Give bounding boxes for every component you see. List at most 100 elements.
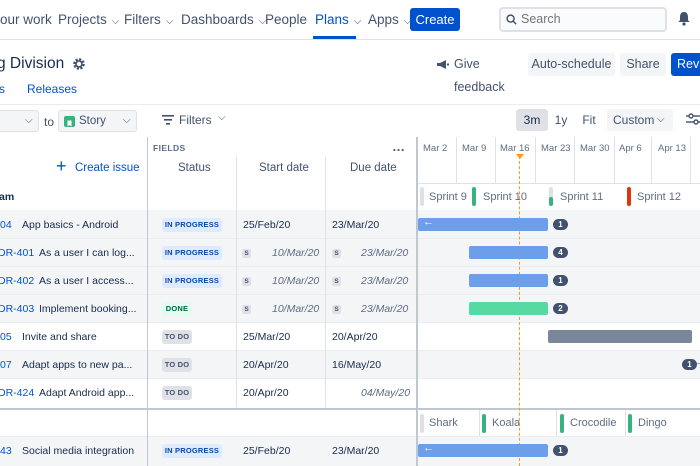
- start-date[interactable]: 10/Mar/20: [272, 275, 320, 287]
- issue-key[interactable]: DR-424: [0, 387, 35, 399]
- hierarchy-to-label: to: [44, 115, 55, 129]
- due-date[interactable]: 23/Mar/20: [332, 219, 380, 231]
- gear-icon[interactable]: [72, 57, 86, 71]
- due-date[interactable]: 16/May/20: [332, 359, 382, 371]
- due-date[interactable]: 20/Apr/20: [332, 331, 378, 343]
- start-date[interactable]: 25/Feb/20: [243, 219, 291, 231]
- nav-filters[interactable]: Filters ⌵: [124, 12, 173, 27]
- issue-title[interactable]: Invite and share: [22, 331, 97, 343]
- due-date[interactable]: 23/Mar/20: [361, 247, 409, 259]
- search-field[interactable]: [499, 7, 667, 32]
- sprint-label: Sprint 11: [560, 191, 604, 203]
- due-date[interactable]: 23/Mar/20: [332, 445, 380, 457]
- arrow-right-icon: →: [695, 356, 700, 368]
- schedule-bar[interactable]: [469, 302, 548, 315]
- due-date[interactable]: 23/Mar/20: [361, 303, 409, 315]
- hierarchy-to-select[interactable]: Story ⌵: [58, 110, 137, 132]
- range-3m-button[interactable]: 3m: [516, 109, 548, 131]
- row-divider: [0, 294, 700, 295]
- row-divider: [0, 238, 700, 239]
- issue-key[interactable]: 04: [0, 219, 12, 231]
- issue-title[interactable]: Implement booking...: [39, 303, 137, 315]
- notifications-bell-icon[interactable]: [677, 11, 691, 26]
- tab-timeline[interactable]: s: [0, 82, 5, 96]
- column-due-date[interactable]: Due date: [350, 162, 397, 174]
- sprint-badge: S: [242, 305, 251, 314]
- start-date[interactable]: 10/Mar/20: [272, 303, 320, 315]
- chevron-down-icon: ⌵: [218, 112, 226, 123]
- column-start-date[interactable]: Start date: [259, 162, 309, 174]
- top-navigation: our work Projects ⌵ Filters ⌵ Dashboards ⌵ …: [0, 0, 700, 40]
- status-lozenge[interactable]: IN PROGRESS: [162, 218, 222, 232]
- story-icon: [64, 116, 75, 127]
- schedule-bar[interactable]: [548, 330, 692, 343]
- status-lozenge[interactable]: DONE: [162, 302, 192, 316]
- start-date[interactable]: 20/Apr/20: [243, 387, 289, 399]
- give-feedback-button[interactable]: Give feedback: [436, 53, 524, 94]
- issue-title[interactable]: Adapt apps to new pa...: [22, 359, 133, 371]
- due-date[interactable]: 23/Mar/20: [361, 275, 409, 287]
- nav-projects[interactable]: Projects ⌵: [58, 12, 119, 27]
- tab-releases[interactable]: Releases: [27, 82, 78, 96]
- status-lozenge[interactable]: IN PROGRESS: [162, 444, 222, 458]
- status-lozenge[interactable]: IN PROGRESS: [162, 274, 222, 288]
- issue-key[interactable]: DR-401: [0, 247, 35, 259]
- start-date[interactable]: 25/Feb/20: [243, 445, 291, 457]
- more-options-icon[interactable]: …: [392, 139, 406, 154]
- row-background: [0, 294, 700, 322]
- issue-title[interactable]: Social media integration: [22, 445, 135, 457]
- nav-plans[interactable]: Plans ⌵: [315, 12, 361, 27]
- issue-key[interactable]: 43: [0, 445, 12, 457]
- review-changes-button[interactable]: Revi: [671, 53, 700, 76]
- nav-apps-label: Apps: [368, 12, 399, 27]
- schedule-bar[interactable]: ←: [418, 442, 548, 457]
- nav-people[interactable]: People: [265, 12, 308, 27]
- view-settings-icon[interactable]: [686, 113, 700, 125]
- timeline-header-divider: [418, 183, 700, 184]
- start-date[interactable]: 20/Apr/20: [243, 359, 289, 371]
- nav-filters-label: Filters: [124, 12, 161, 27]
- issue-key[interactable]: DR-403: [0, 303, 35, 315]
- status-lozenge[interactable]: TO DO: [162, 330, 192, 344]
- range-1y-button[interactable]: 1y: [554, 113, 568, 127]
- week-gridline: [535, 137, 536, 184]
- issue-title[interactable]: As a user I access...: [39, 275, 134, 287]
- nav-apps[interactable]: Apps ⌵: [368, 12, 411, 27]
- sprint-label: Sprint 9: [429, 191, 467, 203]
- start-date[interactable]: 25/Mar/20: [243, 331, 291, 343]
- nav-your-work[interactable]: our work: [0, 12, 52, 27]
- row-background: [0, 266, 700, 294]
- team-divider: [556, 410, 557, 436]
- chevron-down-icon: ⌵: [123, 115, 131, 126]
- row-divider: [0, 436, 700, 437]
- status-lozenge[interactable]: IN PROGRESS: [162, 246, 222, 260]
- issue-title[interactable]: Adapt Android app...: [39, 387, 135, 399]
- due-date[interactable]: 04/May/20: [361, 387, 411, 399]
- status-lozenge[interactable]: TO DO: [162, 358, 192, 372]
- schedule-bar[interactable]: [469, 246, 548, 259]
- schedule-bar[interactable]: ←: [418, 216, 548, 231]
- auto-schedule-button[interactable]: Auto-schedule: [528, 53, 615, 76]
- range-fit-button[interactable]: Fit: [582, 113, 596, 127]
- share-button[interactable]: Share: [620, 53, 666, 76]
- range-custom-select[interactable]: Custom ⌵: [607, 109, 673, 131]
- status-lozenge[interactable]: TO DO: [162, 386, 192, 400]
- create-button[interactable]: Create: [410, 8, 460, 31]
- team-label: Shark: [429, 417, 458, 429]
- issue-title[interactable]: App basics - Android: [22, 219, 119, 231]
- issue-key[interactable]: 07: [0, 359, 12, 371]
- column-status[interactable]: Status: [178, 162, 211, 174]
- tabs-divider: [0, 104, 700, 105]
- issue-key[interactable]: 05: [0, 331, 12, 343]
- hierarchy-from-select[interactable]: ⌵: [0, 110, 39, 132]
- schedule-bar[interactable]: [469, 274, 548, 287]
- nav-dashboards[interactable]: Dashboards ⌵: [181, 12, 266, 27]
- story-label: Story: [79, 115, 106, 127]
- team-divider: [479, 410, 480, 436]
- issue-title[interactable]: As a user I can log...: [39, 247, 135, 259]
- start-date[interactable]: 10/Mar/20: [272, 247, 320, 259]
- search-input[interactable]: [521, 12, 661, 26]
- issue-key[interactable]: DR-402: [0, 275, 35, 287]
- fields-label: FIELDS: [153, 143, 186, 153]
- team-marker: [560, 414, 564, 433]
